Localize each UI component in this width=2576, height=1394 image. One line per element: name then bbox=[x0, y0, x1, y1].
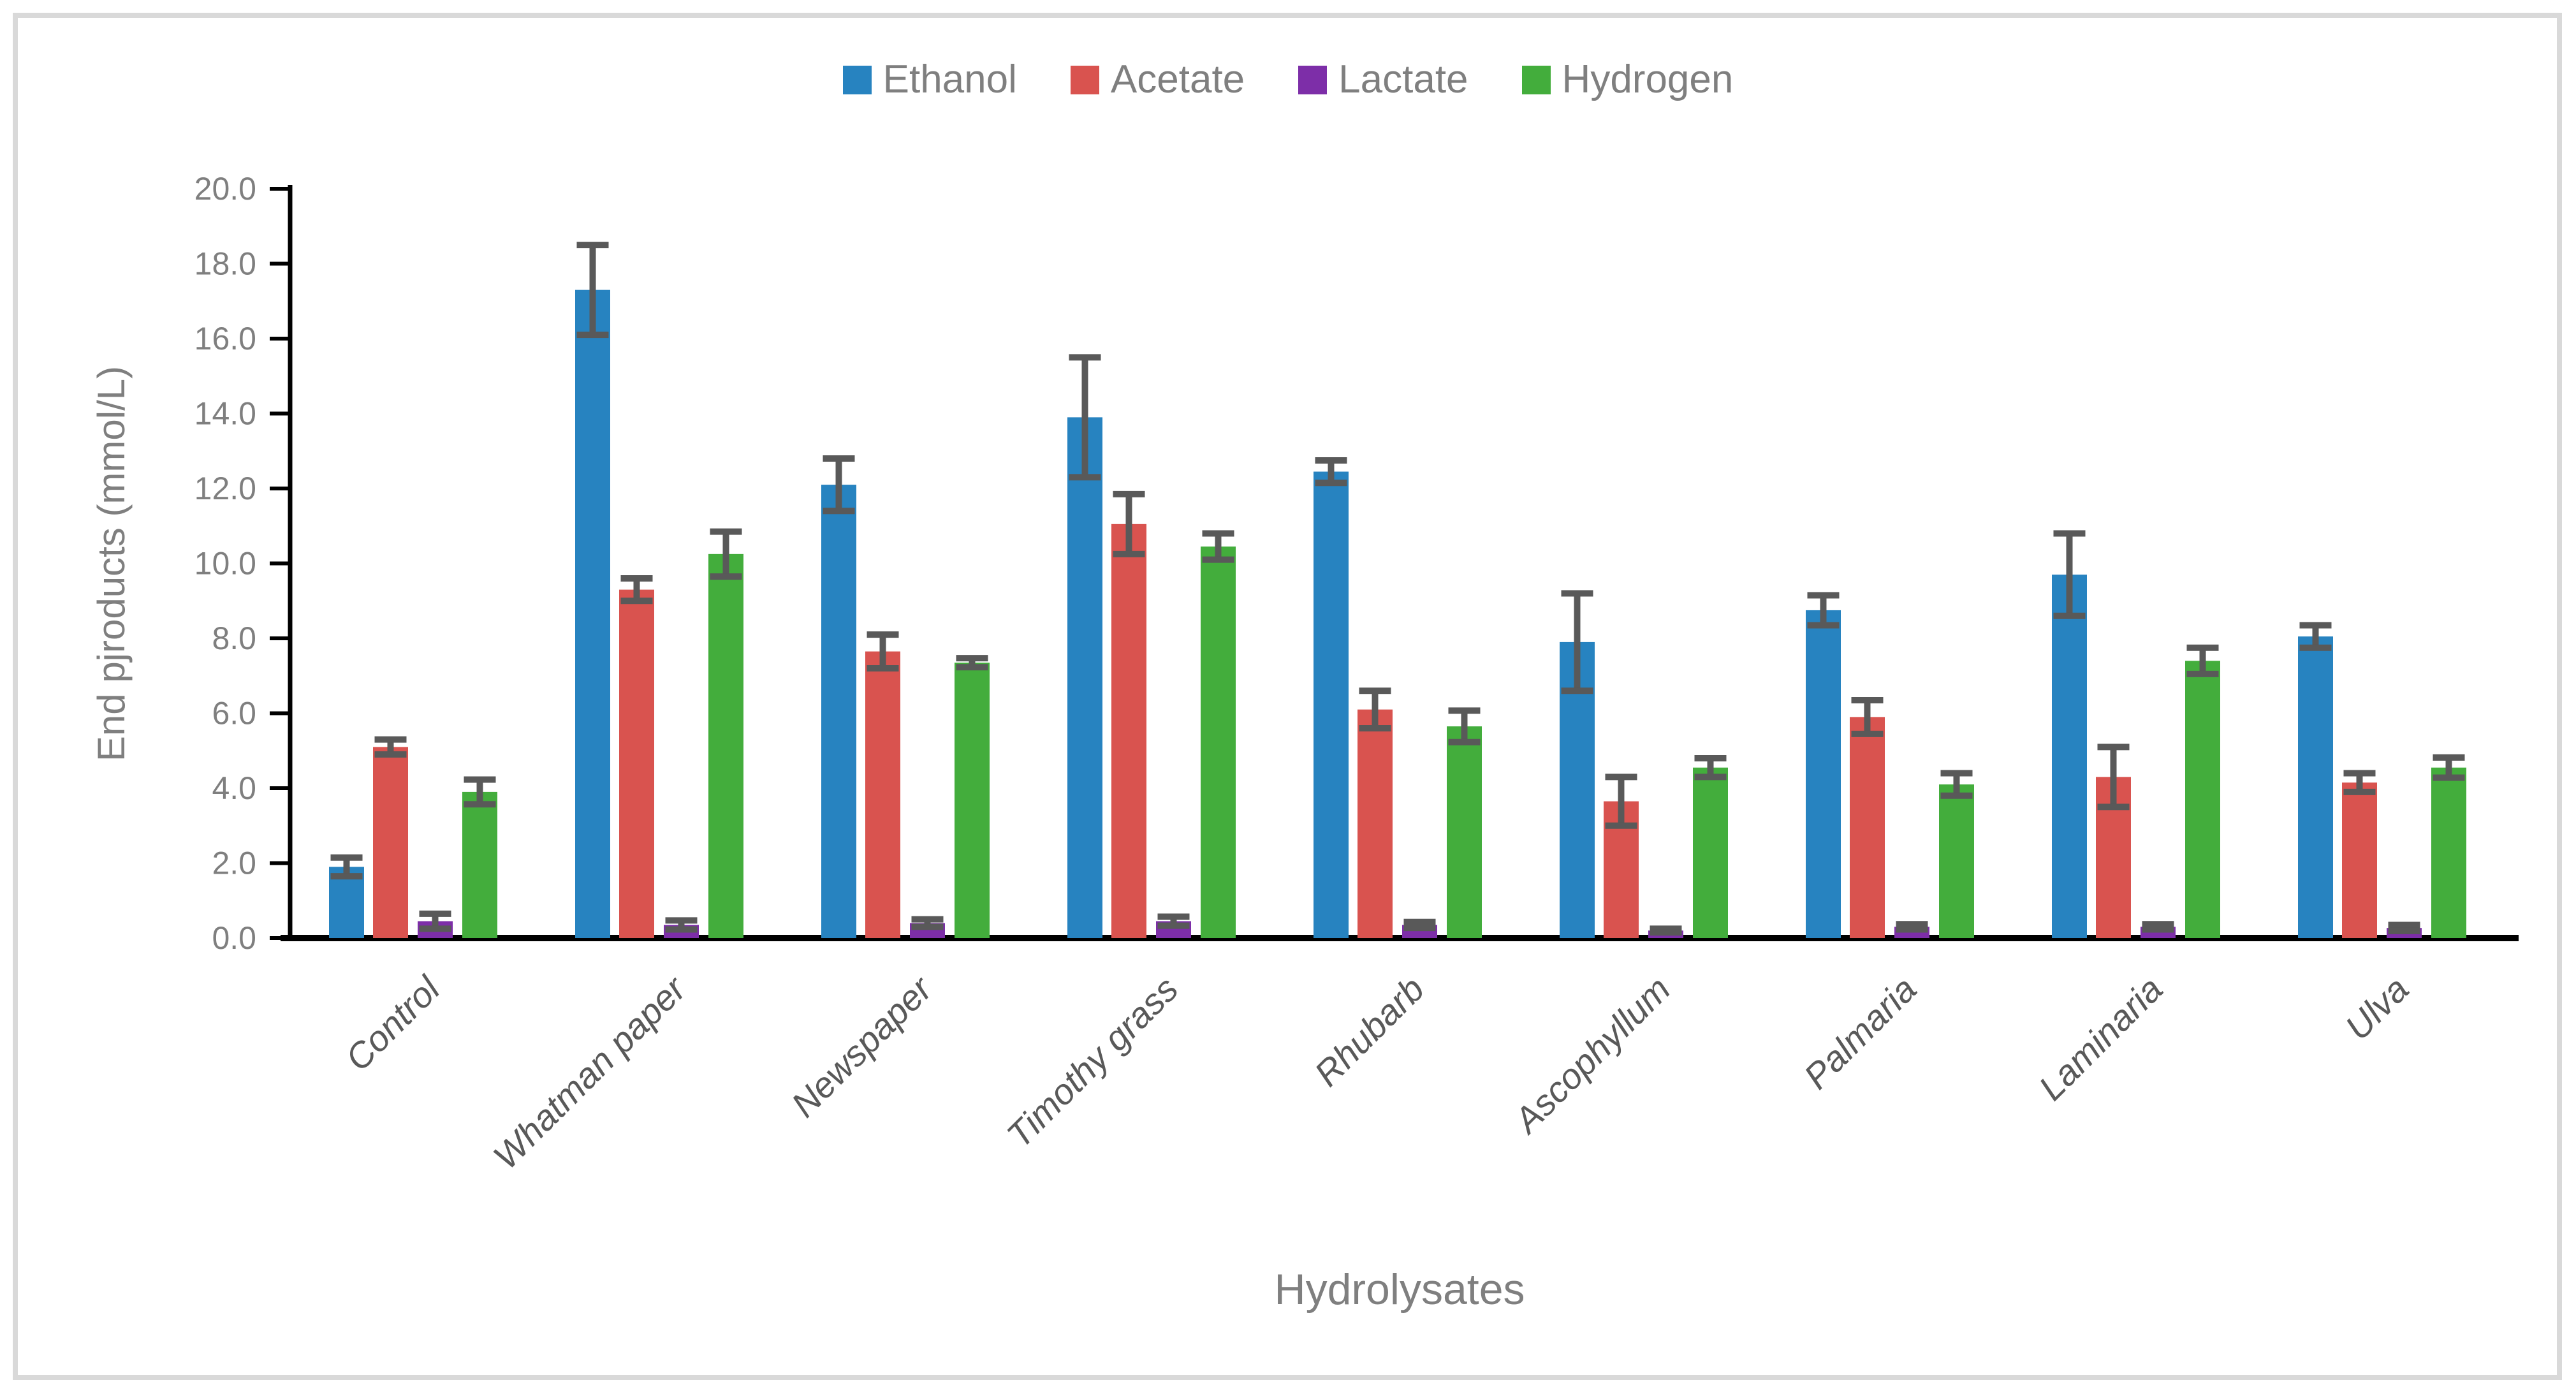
bars-group bbox=[329, 290, 2466, 938]
x-category-label: Timothy grass bbox=[999, 969, 1186, 1156]
y-tick-label: 6.0 bbox=[212, 696, 256, 731]
bar-acetate-1 bbox=[373, 747, 408, 938]
y-tick-label: 20.0 bbox=[194, 171, 256, 207]
bar-hydrogen-5 bbox=[1447, 726, 1482, 938]
bar-ethanol-9 bbox=[2298, 636, 2333, 938]
error-bars-group bbox=[330, 242, 2465, 936]
y-tick-label: 14.0 bbox=[194, 396, 256, 432]
bar-hydrogen-6 bbox=[1693, 767, 1728, 938]
bar-hydrogen-9 bbox=[2431, 767, 2466, 938]
y-tick-label: 8.0 bbox=[212, 620, 256, 656]
bar-acetate-4 bbox=[1111, 524, 1146, 938]
bar-ethanol-7 bbox=[1806, 610, 1841, 938]
y-tick-label: 2.0 bbox=[212, 846, 256, 881]
bar-hydrogen-7 bbox=[1939, 784, 1974, 938]
x-category-label: Whatman paper bbox=[485, 967, 694, 1177]
x-category-label: Control bbox=[337, 968, 448, 1078]
y-axis-ticks: 0.0 2.0 4.0 6.0 8.0 10.0 12.0 14.0 16.0 18.0 20.0 bbox=[194, 171, 290, 956]
bar-ethanol-4 bbox=[1067, 417, 1102, 938]
bar-ethanol-8 bbox=[2052, 575, 2087, 938]
y-tick-label: 18.0 bbox=[194, 246, 256, 282]
y-axis-title: End pjroducts (mmol/L) bbox=[90, 366, 133, 761]
bar-ethanol-3 bbox=[821, 485, 856, 938]
y-tick-label: 4.0 bbox=[212, 770, 256, 806]
x-category-label: Palmaria bbox=[1796, 969, 1924, 1097]
y-tick-label: 0.0 bbox=[212, 920, 256, 956]
bar-ethanol-2 bbox=[575, 290, 610, 938]
x-category-label: Rhubarb bbox=[1306, 969, 1431, 1094]
bar-acetate-3 bbox=[865, 651, 900, 938]
bar-hydrogen-3 bbox=[955, 663, 990, 938]
bar-acetate-2 bbox=[619, 589, 654, 938]
bar-hydrogen-1 bbox=[462, 791, 497, 938]
bar-hydrogen-8 bbox=[2185, 661, 2220, 938]
y-tick-label: 10.0 bbox=[194, 546, 256, 582]
x-axis-title: Hydrolysates bbox=[1274, 1265, 1525, 1314]
y-tick-label: 12.0 bbox=[194, 471, 256, 506]
y-tick-label: 16.0 bbox=[194, 321, 256, 356]
bar-hydrogen-4 bbox=[1201, 547, 1236, 938]
x-category-label: Ascophyllum bbox=[1505, 969, 1678, 1141]
bar-acetate-7 bbox=[1850, 717, 1885, 938]
bar-acetate-9 bbox=[2342, 782, 2377, 938]
figure-border bbox=[13, 13, 2562, 1380]
x-category-label: Ulva bbox=[2338, 969, 2417, 1048]
x-category-label: Laminaria bbox=[2031, 969, 2170, 1108]
x-category-label: Newspaper bbox=[784, 967, 941, 1125]
bar-acetate-5 bbox=[1358, 709, 1393, 938]
bar-hydrogen-2 bbox=[708, 554, 743, 938]
x-category-labels: Control Whatman paper Newspaper Timothy gra… bbox=[337, 967, 2416, 1177]
bar-ethanol-5 bbox=[1314, 471, 1349, 938]
